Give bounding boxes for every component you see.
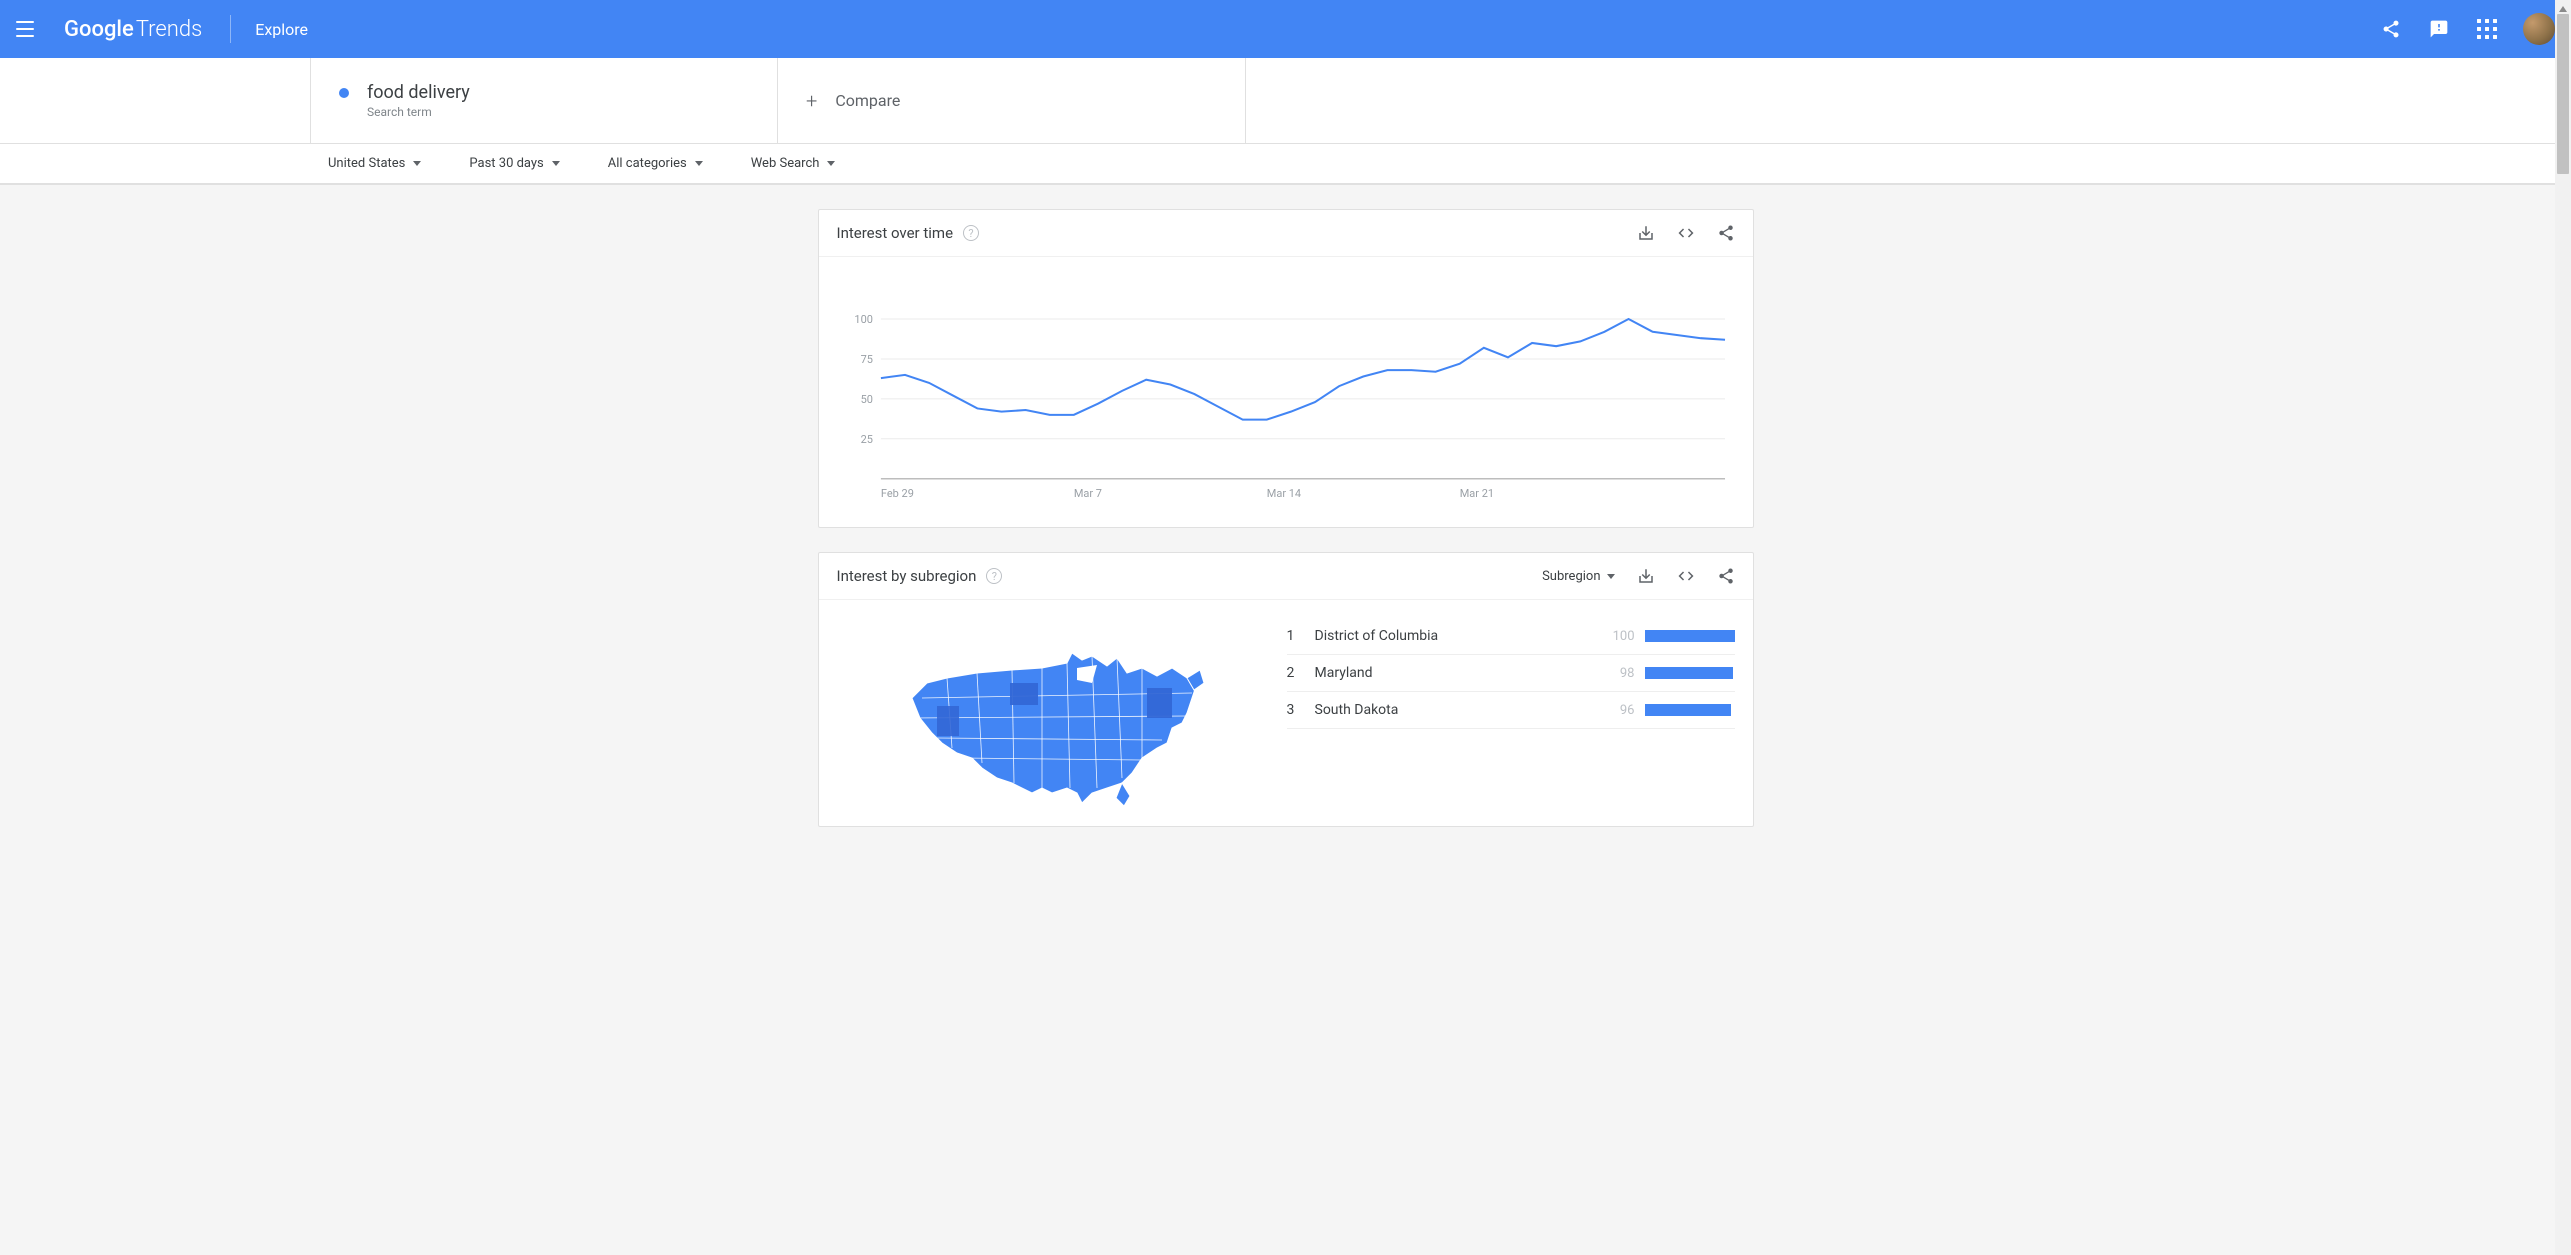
logo-google: Google (64, 17, 134, 42)
embed-icon[interactable] (1677, 567, 1695, 585)
download-icon[interactable] (1637, 224, 1655, 242)
region-bar (1645, 704, 1735, 716)
explore-nav[interactable]: Explore (255, 20, 308, 39)
svg-text:Feb 29: Feb 29 (880, 487, 913, 500)
filter-region-label: United States (328, 156, 405, 171)
search-term-bar: food delivery Search term + Compare (0, 58, 2571, 144)
download-icon[interactable] (1637, 567, 1655, 585)
region-rank: 1 (1287, 628, 1315, 644)
card-title: Interest by subregion (837, 567, 977, 585)
share-card-icon[interactable] (1717, 567, 1735, 585)
header-divider (230, 15, 231, 43)
filter-timerange[interactable]: Past 30 days (469, 156, 559, 171)
region-value: 100 (1599, 629, 1635, 644)
region-row[interactable]: 3 South Dakota 96 (1287, 692, 1735, 729)
card-title: Interest over time (837, 224, 954, 242)
region-rank: 2 (1287, 665, 1315, 681)
filter-bar: United States Past 30 days All categorie… (0, 144, 2571, 185)
region-rank: 3 (1287, 702, 1315, 718)
filter-region[interactable]: United States (328, 156, 421, 171)
header-actions (2379, 13, 2555, 45)
filter-searchtype-label: Web Search (751, 156, 820, 171)
filter-category-label: All categories (608, 156, 687, 171)
content-area: Interest over time ? 25 50 75 100 Feb 29 Mar … (0, 185, 2571, 851)
chevron-down-icon (1607, 574, 1615, 579)
share-card-icon[interactable] (1717, 224, 1735, 242)
term-color-dot (339, 88, 349, 98)
search-term-box[interactable]: food delivery Search term (310, 58, 778, 143)
subregion-dropdown[interactable]: Subregion (1542, 569, 1614, 584)
region-bar (1645, 630, 1735, 642)
help-icon[interactable]: ? (963, 225, 979, 241)
region-name: Maryland (1315, 665, 1599, 681)
chevron-down-icon (827, 161, 835, 166)
filter-timerange-label: Past 30 days (469, 156, 543, 171)
region-name: District of Columbia (1315, 628, 1599, 644)
menu-icon[interactable] (16, 17, 40, 41)
avatar[interactable] (2523, 13, 2555, 45)
scrollbar[interactable] (2555, 0, 2571, 1255)
region-list: 1 District of Columbia 100 2 Maryland 98… (1287, 618, 1735, 808)
region-name: South Dakota (1315, 702, 1599, 718)
feedback-icon[interactable] (2427, 17, 2451, 41)
search-term-subtype: Search term (367, 105, 470, 119)
card-header: Interest by subregion ? Subregion (819, 553, 1753, 600)
share-icon[interactable] (2379, 17, 2403, 41)
svg-text:75: 75 (860, 353, 872, 366)
search-term-text: food delivery (367, 82, 470, 103)
filter-category[interactable]: All categories (608, 156, 703, 171)
us-map[interactable] (837, 618, 1267, 808)
region-row[interactable]: 1 District of Columbia 100 (1287, 618, 1735, 655)
interest-by-subregion-card: Interest by subregion ? Subregion (818, 552, 1754, 827)
chevron-down-icon (413, 161, 421, 166)
svg-text:50: 50 (860, 393, 872, 406)
region-bar (1645, 667, 1735, 679)
subregion-dropdown-label: Subregion (1542, 569, 1600, 584)
svg-text:Mar 14: Mar 14 (1266, 487, 1300, 500)
card-header: Interest over time ? (819, 210, 1753, 257)
filter-searchtype[interactable]: Web Search (751, 156, 836, 171)
svg-text:Mar 7: Mar 7 (1073, 487, 1101, 500)
interest-over-time-card: Interest over time ? 25 50 75 100 Feb 29 Mar … (818, 209, 1754, 528)
plus-icon: + (806, 89, 817, 113)
svg-text:100: 100 (854, 313, 873, 326)
region-value: 96 (1599, 703, 1635, 718)
svg-text:25: 25 (860, 433, 872, 446)
chevron-down-icon (695, 161, 703, 166)
subregion-body: 1 District of Columbia 100 2 Maryland 98… (819, 600, 1753, 826)
add-compare-button[interactable]: + Compare (778, 58, 1246, 143)
help-icon[interactable]: ? (986, 568, 1002, 584)
compare-label: Compare (835, 91, 900, 110)
embed-icon[interactable] (1677, 224, 1695, 242)
logo[interactable]: Google Trends (64, 17, 202, 42)
logo-trends: Trends (136, 17, 202, 42)
line-chart: 25 50 75 100 Feb 29 Mar 7 Mar 14 Mar 21 (819, 257, 1753, 527)
apps-icon[interactable] (2475, 17, 2499, 41)
app-header: Google Trends Explore (0, 0, 2571, 58)
region-value: 98 (1599, 666, 1635, 681)
chevron-down-icon (552, 161, 560, 166)
region-row[interactable]: 2 Maryland 98 (1287, 655, 1735, 692)
svg-text:Mar 21: Mar 21 (1459, 487, 1493, 500)
